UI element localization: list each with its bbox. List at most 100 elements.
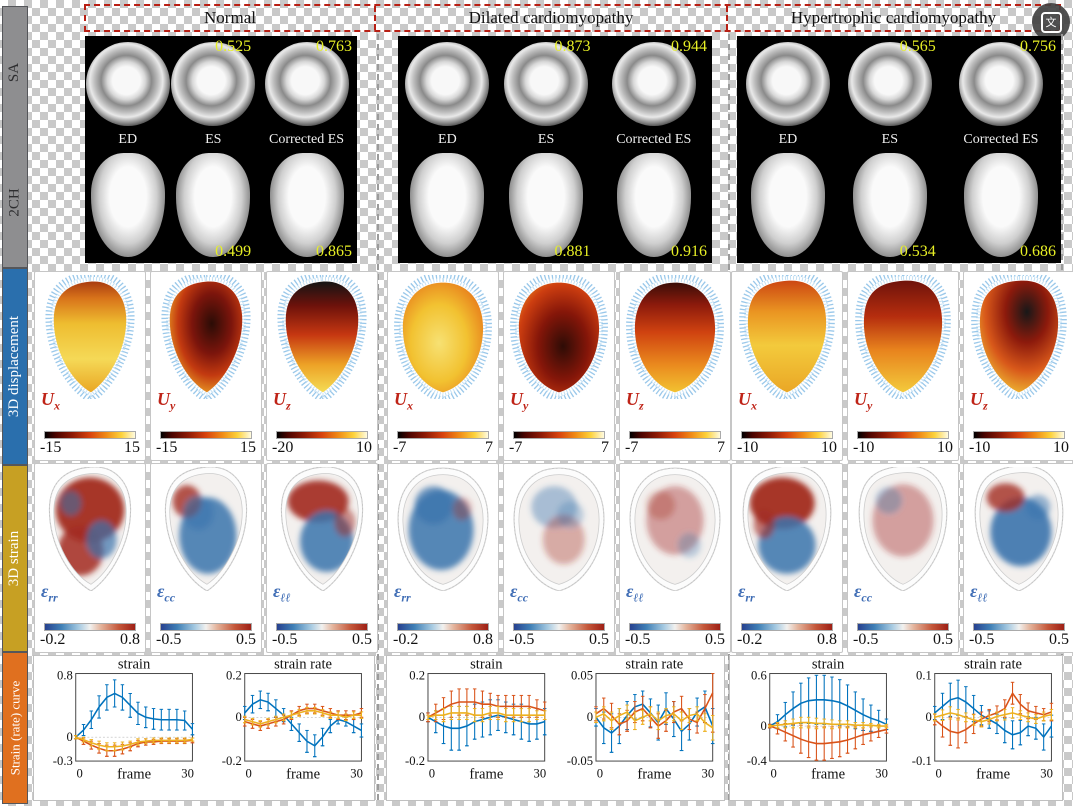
sa-slice-image <box>405 42 490 126</box>
strain-heart-ell <box>625 467 725 591</box>
svg-text:0: 0 <box>596 767 602 781</box>
strain-row-normal: εrr -0.2 0.8 εcc -0.5 0.5 εℓℓ -0. <box>34 463 378 653</box>
colorbar-min: -7 <box>625 438 639 456</box>
svg-text:0.1: 0.1 <box>916 668 932 682</box>
sidebar-label-sa: SA <box>6 62 23 82</box>
strain-map-panel: εcc -0.5 0.5 <box>503 463 615 653</box>
svg-text:0: 0 <box>67 730 73 744</box>
colorbar-max: 0.8 <box>473 630 493 648</box>
colorbar-max: 7 <box>601 438 609 456</box>
displacement-map-panel: Uy -10 10 <box>847 271 959 461</box>
sa-image: 0.873 <box>497 36 596 132</box>
svg-text:0: 0 <box>76 767 82 781</box>
colorbar-hot <box>857 430 949 439</box>
sa-image: 0.763 <box>256 36 357 132</box>
colorbar-coolwarm <box>276 622 368 631</box>
mri-frame-corrected-es: 0.763 Corrected ES 0.865 <box>256 36 357 263</box>
colorbar-min: -0.5 <box>853 630 879 648</box>
displacement-heart-svg <box>855 275 951 399</box>
sidebar-block-curve: Strain (rate) curve <box>2 652 28 804</box>
colorbar-min: -0.2 <box>40 630 66 648</box>
strain-heart-ecc <box>156 467 256 591</box>
displacement-heart-svg <box>971 275 1067 399</box>
map-label-ecc: εcc <box>510 581 529 605</box>
svg-text:0: 0 <box>236 710 242 724</box>
colorbar-min: -0.2 <box>737 630 763 648</box>
colorbar-coolwarm <box>857 622 949 631</box>
strain-heart-svg <box>629 467 721 591</box>
colorbar-max: 15 <box>124 438 140 456</box>
strain-heart-ecc <box>509 467 609 591</box>
colorbar-min: -20 <box>272 438 294 456</box>
displacement-heart-uz <box>272 275 372 399</box>
2ch-heart-image <box>410 153 485 257</box>
curve-plot-svg: strain 0.2 0 -0.2 0 30 frame <box>405 657 547 783</box>
colorbar-max: 10 <box>821 438 837 456</box>
strain-curve-plot: strain 0.8 0 -0.3 0 30 frame <box>35 657 204 799</box>
dice-score: 0.865 <box>316 243 352 260</box>
svg-text:0: 0 <box>245 767 251 781</box>
colorbar-max: 10 <box>1053 438 1069 456</box>
map-label-uy: Uy <box>854 389 873 413</box>
svg-text:0: 0 <box>429 767 435 781</box>
svg-text:30: 30 <box>350 767 363 781</box>
translate-button[interactable]: 文 <box>1032 3 1070 41</box>
sa-slice-image <box>958 42 1043 126</box>
translate-icon: 文 <box>1040 11 1062 33</box>
svg-text:frame: frame <box>811 767 845 783</box>
svg-text:-0.3: -0.3 <box>53 754 73 768</box>
strain-heart-svg <box>858 467 948 591</box>
svg-text:frame: frame <box>976 767 1010 783</box>
colorbar-coolwarm <box>44 622 136 631</box>
mri-frame-es: 0.565 ES 0.534 <box>839 36 941 263</box>
dice-score: 0.565 <box>899 38 936 55</box>
colorbar-min: -0.5 <box>969 630 995 648</box>
sa-image: 0.565 <box>839 36 941 132</box>
mri-panel-normal: ED 0.525 ES 0.499 0.763 Corrected ES 0.8… <box>85 36 357 263</box>
displacement-heart-uy <box>509 275 609 399</box>
strain-heart-ecc <box>853 467 953 591</box>
strain-heart-svg <box>280 467 364 591</box>
svg-text:strain: strain <box>470 657 503 673</box>
displacement-map-panel: Uy -15 15 <box>150 271 262 461</box>
strain-heart-svg <box>397 467 489 591</box>
column-header-band: Normal Dilated cardiomyopathy Hypertroph… <box>84 4 1061 32</box>
mri-frame-corrected-es: 0.756 Corrected ES 0.686 <box>941 36 1061 263</box>
frame-label: Corrected ES <box>269 132 345 147</box>
displacement-map-panel: Uy -7 7 <box>503 271 615 461</box>
svg-text:0.2: 0.2 <box>226 668 242 682</box>
sidebar-label-strain: 3D strain <box>6 530 23 587</box>
dice-score: 0.881 <box>554 243 591 260</box>
colorbar-min: -0.5 <box>625 630 651 648</box>
displacement-heart-uz <box>625 275 725 399</box>
svg-text:0: 0 <box>926 710 932 724</box>
strain-rate-curve-plot: strain rate 0.1 0 -0.1 0 30 frame <box>896 657 1061 799</box>
2ch-heart-image <box>176 153 251 257</box>
map-label-err: εrr <box>738 581 755 605</box>
strain-map-panel: εℓℓ -0.5 0.5 <box>266 463 378 653</box>
frame-label: ED <box>778 132 798 147</box>
svg-text:30: 30 <box>534 767 547 781</box>
sa-image <box>85 36 171 132</box>
strain-heart-ell <box>969 467 1069 591</box>
svg-text:30: 30 <box>181 767 194 781</box>
frame-label: ED <box>438 132 457 147</box>
frame-label: ES <box>537 132 555 147</box>
sidebar-item-displacement: 3D displacement <box>3 269 27 464</box>
strain-heart-svg <box>974 467 1064 591</box>
svg-text:0: 0 <box>935 767 941 781</box>
colorbar-max: 0.5 <box>589 630 609 648</box>
2ch-image: 0.916 <box>595 147 712 263</box>
dice-score: 0.873 <box>554 38 591 55</box>
map-label-err: εrr <box>394 581 411 605</box>
svg-text:30: 30 <box>875 767 888 781</box>
strain-heart-ell <box>272 467 372 591</box>
colorbar-min: -10 <box>737 438 759 456</box>
map-label-uz: Uz <box>273 389 291 413</box>
map-label-uy: Uy <box>157 389 176 413</box>
frame-label: ES <box>881 132 898 147</box>
sidebar-label-displacement: 3D displacement <box>6 315 23 418</box>
translate-glyph: 文 <box>1045 16 1057 29</box>
